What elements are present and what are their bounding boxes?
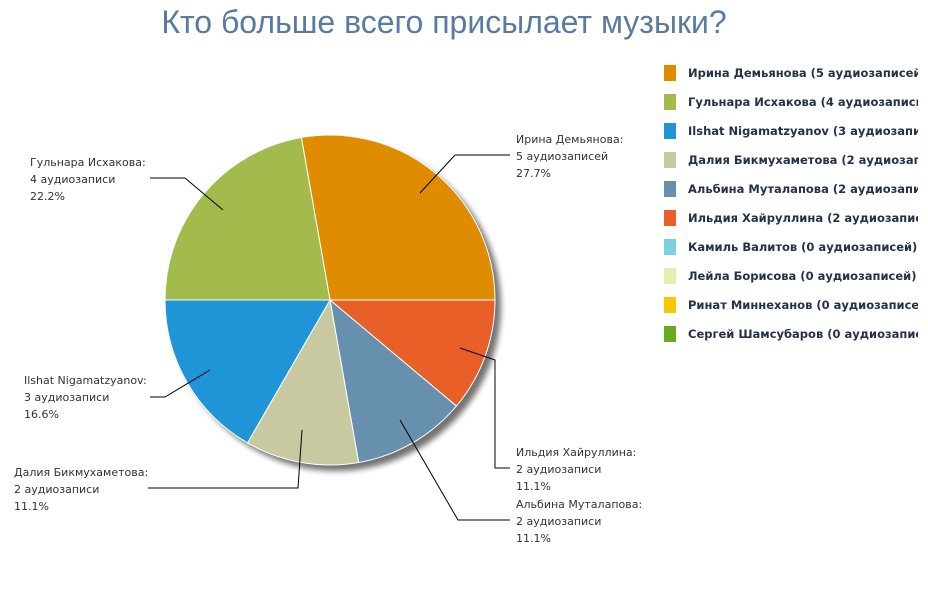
leader-line-0 xyxy=(419,154,510,194)
legend-label: Ринат Миннеханов (0 аудиозаписей) xyxy=(688,297,918,312)
legend-label: Ирина Демьянова (5 аудиозаписей) xyxy=(688,65,918,80)
chart-title: Кто больше всего присылает музыки? xyxy=(161,4,727,40)
pie-slice-5 xyxy=(164,136,331,301)
leader-line-3 xyxy=(148,429,303,489)
pie-slice-0 xyxy=(300,134,496,301)
leader-line-2 xyxy=(399,419,510,521)
pie-slice-4 xyxy=(164,299,331,444)
legend-label: Камиль Валитов (0 аудиозаписей) xyxy=(688,239,918,254)
legend-swatch xyxy=(664,122,676,139)
legend-item: Ilshat Nigamatzyanov (3 аудиозаписи) xyxy=(664,116,918,145)
slice-label: Ирина Демьянова: 5 аудиозаписей 27.7% xyxy=(516,133,624,180)
legend-swatch xyxy=(664,296,676,313)
legend-label: Далия Бикмухаметова (2 аудиозаписи) xyxy=(688,152,918,167)
legend-item: Камиль Валитов (0 аудиозаписей) xyxy=(664,232,918,261)
slice-label: Далия Бикмухаметова: 2 аудиозаписи 11.1% xyxy=(14,466,149,513)
legend-label: Лейла Борисова (0 аудиозаписей) xyxy=(688,268,917,283)
legend-item: Ильдия Хайруллина (2 аудиозаписи) xyxy=(664,203,918,232)
legend-swatch xyxy=(664,325,676,342)
legend-swatch xyxy=(664,238,676,255)
legend-label: Гульнара Исхакова (4 аудиозаписи) xyxy=(688,94,918,109)
legend-label: Сергей Шамсубаров (0 аудиозаписей) xyxy=(688,326,918,341)
legend-swatch xyxy=(664,151,676,168)
legend-swatch xyxy=(664,93,676,110)
slice-label: Гульнара Исхакова: 4 аудиозаписи 22.2% xyxy=(30,156,146,203)
legend-swatch xyxy=(664,180,676,197)
legend-label: Альбина Муталапова (2 аудиозаписи) xyxy=(688,181,918,196)
legend-swatch xyxy=(664,209,676,226)
legend: Ирина Демьянова (5 аудиозаписей) Гульнара… xyxy=(664,58,918,348)
legend-item: Ирина Демьянова (5 аудиозаписей) xyxy=(664,58,918,87)
legend-swatch xyxy=(664,267,676,284)
slice-label: Ilshat Nigamatzyanov: 3 аудиозаписи 16.6% xyxy=(24,374,147,421)
legend-item: Альбина Муталапова (2 аудиозаписи) xyxy=(664,174,918,203)
pie-slice-3 xyxy=(246,298,360,466)
leader-line-4 xyxy=(150,369,211,398)
leader-line-5 xyxy=(150,177,224,211)
leader-line-1 xyxy=(459,347,510,469)
slice-label: Ильдия Хайруллина: 2 аудиозаписи 11.1% xyxy=(516,446,637,493)
legend-item: Гульнара Исхакова (4 аудиозаписи) xyxy=(664,87,918,116)
legend-item: Лейла Борисова (0 аудиозаписей) xyxy=(664,261,918,290)
legend-label: Ильдия Хайруллина (2 аудиозаписи) xyxy=(688,210,918,225)
legend-item: Далия Бикмухаметова (2 аудиозаписи) xyxy=(664,145,918,174)
legend-swatch xyxy=(664,64,676,81)
pie-slice-2 xyxy=(329,298,458,464)
legend-label: Ilshat Nigamatzyanov (3 аудиозаписи) xyxy=(688,123,918,138)
legend-item: Ринат Миннеханов (0 аудиозаписей) xyxy=(664,290,918,319)
slice-label: Альбина Муталапова: 2 аудиозаписи 11.1% xyxy=(516,498,643,545)
legend-item: Сергей Шамсубаров (0 аудиозаписей) xyxy=(664,319,918,348)
